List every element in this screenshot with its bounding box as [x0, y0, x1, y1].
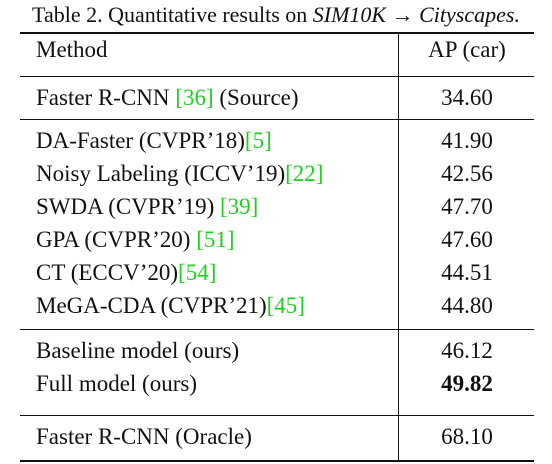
header-rule [20, 76, 534, 77]
table-row: SWDA (CVPR’19) [39] 47.70 [0, 192, 552, 222]
caption-arrow: → [391, 2, 414, 27]
table-row: CT (ECCV’20)[54] 44.51 [0, 258, 552, 288]
column-divider [398, 77, 399, 119]
ap-value: 42.56 [441, 161, 493, 186]
method-name: CT (ECCV’20) [36, 260, 179, 285]
method-name: Full model (ours) [36, 371, 197, 396]
table-row: Baseline model (ours) 46.12 [0, 336, 552, 366]
caption-target-dataset: Cityscapes [419, 2, 515, 27]
ap-value: 34.60 [441, 85, 493, 110]
section-rule [20, 119, 534, 120]
method-name: Faster R-CNN [36, 85, 176, 110]
section-rule [20, 415, 534, 416]
method-name: GPA (CVPR’20) [36, 227, 197, 252]
ap-value: 46.12 [441, 338, 493, 363]
method-cell: DA-Faster (CVPR’18)[5] [36, 126, 272, 156]
column-divider [398, 330, 399, 415]
table-row: GPA (CVPR’20) [51] 47.60 [0, 225, 552, 255]
section-rule [20, 329, 534, 330]
ap-value: 47.60 [441, 227, 493, 252]
table-row: Noisy Labeling (ICCV’19)[22] 42.56 [0, 159, 552, 189]
method-cell: Full model (ours) [36, 369, 197, 399]
column-divider [398, 416, 399, 460]
table-row: Full model (ours) 49.82 [0, 369, 552, 399]
caption-prefix: Table 2. Quantitative results on [32, 2, 313, 27]
method-cell: Noisy Labeling (ICCV’19)[22] [36, 159, 323, 189]
method-name: Baseline model (ours) [36, 338, 240, 363]
table-row: DA-Faster (CVPR’18)[5] 41.90 [0, 126, 552, 156]
column-divider [398, 34, 399, 76]
method-cell: GPA (CVPR’20) [51] [36, 225, 235, 255]
citation-link[interactable]: [54] [178, 260, 217, 285]
method-qualifier: (Source) [213, 85, 299, 110]
table-top-rule [20, 32, 534, 34]
caption-suffix: . [514, 2, 520, 27]
citation-link[interactable]: [51] [196, 227, 235, 252]
table-row: Faster R-CNN [36] (Source) 34.60 [0, 83, 552, 113]
table-caption: Table 2. Quantitative results on SIM10K … [0, 2, 552, 28]
method-name: SWDA (CVPR’19) [36, 194, 221, 219]
method-name: Faster R-CNN (Oracle) [36, 424, 252, 449]
citation-link[interactable]: [5] [244, 128, 272, 153]
header-method: Method [36, 37, 108, 62]
method-cell: SWDA (CVPR’19) [39] [36, 192, 258, 222]
ap-value: 49.82 [441, 371, 493, 396]
citation-link[interactable]: [22] [285, 161, 324, 186]
caption-source-dataset: SIM10K [312, 2, 387, 27]
ap-value: 44.80 [441, 293, 493, 318]
ap-value: 68.10 [441, 424, 493, 449]
method-cell: Baseline model (ours) [36, 336, 239, 366]
method-cell: Faster R-CNN (Oracle) [36, 422, 252, 452]
table-row: MeGA-CDA (CVPR’21)[45] 44.80 [0, 291, 552, 321]
header-metric: AP (car) [428, 37, 506, 62]
ap-value: 41.90 [441, 128, 493, 153]
method-cell: CT (ECCV’20)[54] [36, 258, 216, 288]
citation-link[interactable]: [36] [175, 85, 214, 110]
method-name: Noisy Labeling (ICCV’19) [36, 161, 286, 186]
table-bottom-rule [20, 460, 534, 462]
method-cell: MeGA-CDA (CVPR’21)[45] [36, 291, 305, 321]
citation-link[interactable]: [39] [220, 194, 259, 219]
method-name: MeGA-CDA (CVPR’21) [36, 293, 267, 318]
ap-value: 47.70 [441, 194, 493, 219]
citation-link[interactable]: [45] [266, 293, 305, 318]
method-name: DA-Faster (CVPR’18) [36, 128, 245, 153]
method-cell: Faster R-CNN [36] (Source) [36, 83, 299, 113]
table-row: Faster R-CNN (Oracle) 68.10 [0, 422, 552, 452]
column-divider [398, 120, 399, 329]
ap-value: 44.51 [441, 260, 493, 285]
table-header-row: Method AP (car) [0, 35, 552, 65]
